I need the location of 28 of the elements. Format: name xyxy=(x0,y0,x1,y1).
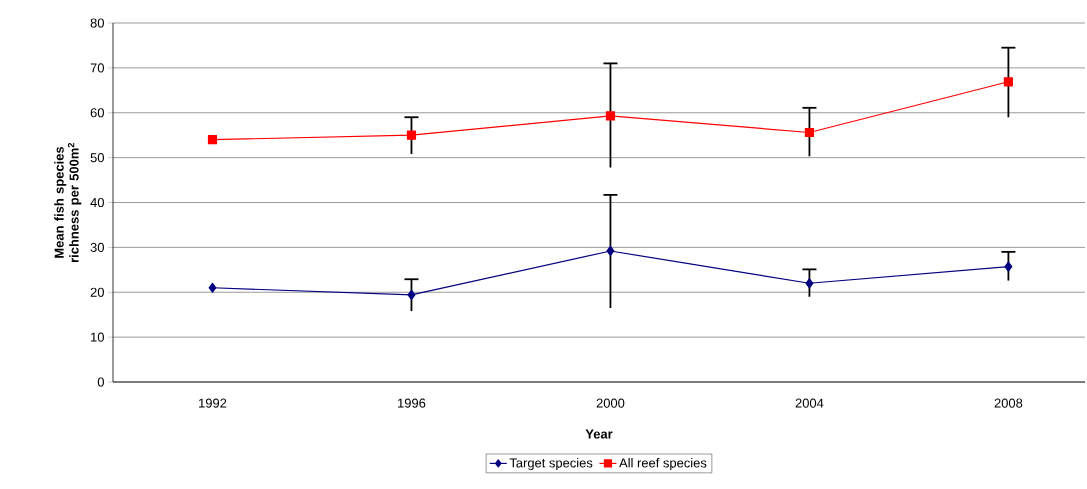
point xyxy=(606,245,615,257)
point xyxy=(1003,77,1013,87)
x-tick-label: 2000 xyxy=(596,398,625,408)
y-tick-label: 10 xyxy=(91,332,104,342)
y-tick-label: 40 xyxy=(90,197,104,208)
y-tick-label: 70 xyxy=(90,63,104,73)
point xyxy=(407,289,416,301)
point xyxy=(208,282,217,293)
y-tick-label: 20 xyxy=(90,287,104,297)
x-tick-label: 2004 xyxy=(795,398,824,408)
point xyxy=(207,135,218,145)
y-tick-label: 60 xyxy=(90,108,104,118)
legend-label: All reef species xyxy=(619,457,707,471)
point xyxy=(805,278,814,289)
y-tick-label: 50 xyxy=(90,153,104,163)
point xyxy=(804,127,815,138)
x-tick-label: 1992 xyxy=(199,398,227,408)
x-tick-label: 2008 xyxy=(994,398,1023,408)
point xyxy=(1004,261,1013,272)
y-axis-title: Mean fish species richness per 500m$^{2}$ xyxy=(54,143,82,263)
x-tick-label: 1996 xyxy=(398,398,426,408)
point xyxy=(406,130,417,140)
y-tick-label: 0 xyxy=(97,377,104,387)
legend-label: Target species xyxy=(509,457,593,471)
y-tick-label: 80 xyxy=(90,18,104,28)
point xyxy=(605,111,616,121)
x-axis-title: Year xyxy=(585,429,613,439)
y-tick-label: 30 xyxy=(90,242,104,252)
